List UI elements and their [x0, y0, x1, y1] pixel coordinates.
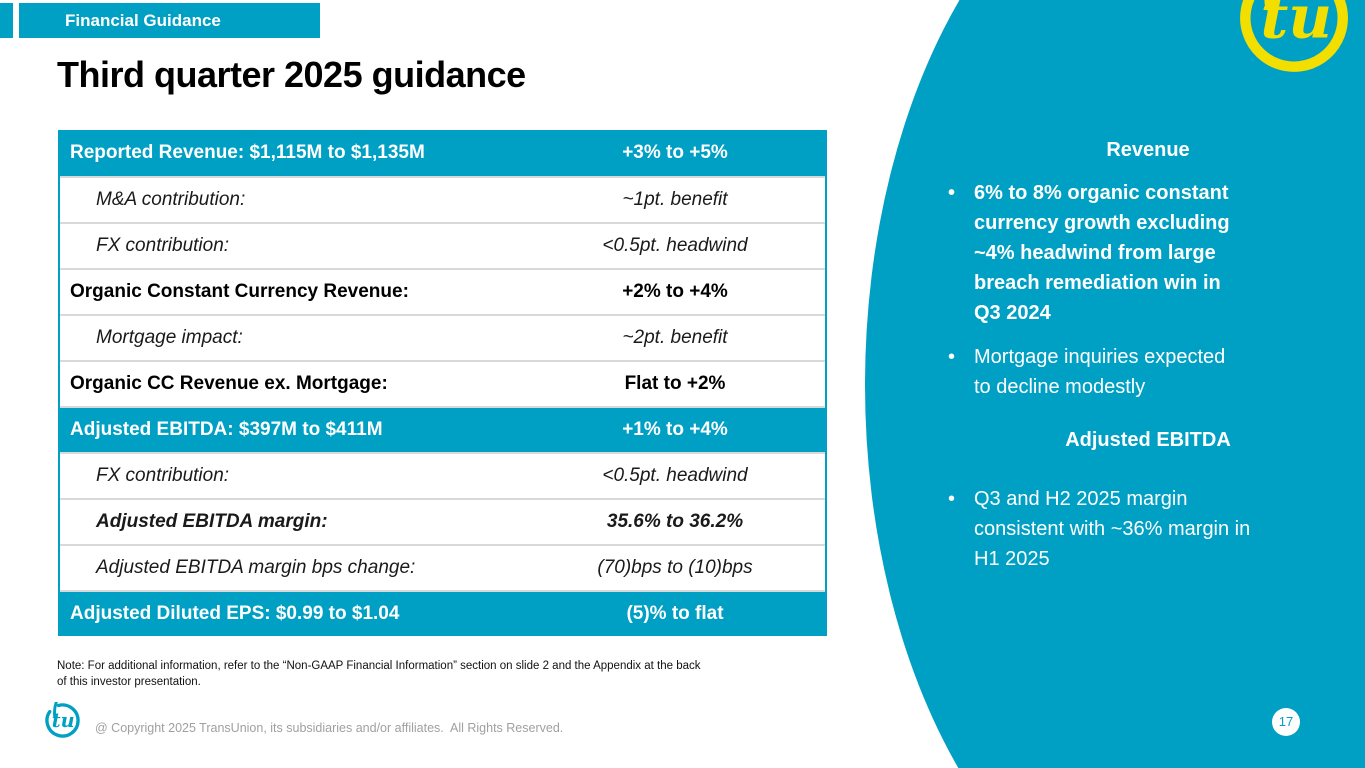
bullet-text: 6% to 8% organic constant currency growt… — [974, 182, 1230, 324]
row-label: Organic CC Revenue ex. Mortgage: — [70, 373, 388, 394]
row-label: Adjusted EBITDA: $397M to $411M — [70, 419, 383, 440]
row-value: +3% to +5% — [622, 142, 728, 163]
bullet-item: • Q3 and H2 2025 margin consistent with … — [948, 484, 1348, 574]
row-label: FX contribution: — [96, 465, 230, 486]
row-label: Adjusted EBITDA margin: — [96, 511, 328, 532]
table-row: FX contribution: <0.5pt. headwind — [60, 452, 825, 498]
row-label: Reported Revenue: $1,115M to $1,135M — [70, 142, 425, 163]
bullet-item: • Mortgage inquiries expected to decline… — [948, 342, 1348, 402]
table-row: Reported Revenue: $1,115M to $1,135M +3%… — [60, 130, 825, 176]
row-value: (70)bps to (10)bps — [597, 557, 753, 578]
row-value: <0.5pt. headwind — [602, 235, 748, 256]
accent-bar — [0, 3, 13, 38]
table-row: M&A contribution: ~1pt. benefit — [60, 176, 825, 222]
row-label: Adjusted Diluted EPS: $0.99 to $1.04 — [70, 603, 400, 624]
bullet-text: Mortgage inquiries expected to decline m… — [974, 346, 1226, 398]
table-row: Mortgage impact: ~2pt. benefit — [60, 314, 825, 360]
teal-ellipse-background — [865, 0, 1365, 768]
page-number-badge: 17 — [1272, 708, 1300, 736]
row-label: Organic Constant Currency Revenue: — [70, 281, 409, 302]
transunion-logo-icon: tu — [1236, 0, 1352, 76]
guidance-table: Reported Revenue: $1,115M to $1,135M +3%… — [58, 130, 827, 636]
row-value: <0.5pt. headwind — [602, 465, 748, 486]
bullet-marker: • — [948, 182, 956, 204]
row-label: Mortgage impact: — [96, 327, 243, 348]
table-row: Organic CC Revenue ex. Mortgage: Flat to… — [60, 360, 825, 406]
svg-text:tu: tu — [1260, 0, 1332, 53]
footnote-line: of this investor presentation. — [57, 676, 201, 688]
table-row: Adjusted EBITDA margin bps change: (70)b… — [60, 544, 825, 590]
row-value: 35.6% to 36.2% — [606, 511, 744, 532]
row-label: M&A contribution: — [96, 189, 246, 210]
row-value: ~1pt. benefit — [622, 189, 728, 210]
table-row: Organic Constant Currency Revenue: +2% t… — [60, 268, 825, 314]
page-title: Third quarter 2025 guidance — [57, 54, 526, 95]
row-value: Flat to +2% — [624, 373, 726, 394]
bullet-marker: • — [948, 488, 956, 510]
row-label: Adjusted EBITDA margin bps change: — [96, 557, 416, 578]
svg-text:tu: tu — [52, 709, 75, 732]
commentary-panel: Revenue • 6% to 8% organic constant curr… — [948, 136, 1348, 574]
table-row: FX contribution: <0.5pt. headwind — [60, 222, 825, 268]
bullet-marker: • — [948, 346, 956, 368]
row-value: +2% to +4% — [622, 281, 728, 302]
bullet-text: Q3 and H2 2025 margin consistent with ~3… — [974, 488, 1251, 570]
row-value: (5)% to flat — [626, 603, 724, 624]
table-row: Adjusted EBITDA margin: 35.6% to 36.2% — [60, 498, 825, 544]
copyright-text: @ Copyright 2025 TransUnion, its subsidi… — [95, 721, 564, 735]
row-value: +1% to +4% — [622, 419, 728, 440]
bullet-item: • 6% to 8% organic constant currency gro… — [948, 178, 1348, 328]
table-row: Adjusted Diluted EPS: $0.99 to $1.04 (5)… — [60, 590, 825, 636]
transunion-footer-logo-icon: tu — [44, 699, 81, 739]
footnote-line: Note: For additional information, refer … — [57, 660, 701, 672]
panel-heading-revenue: Revenue — [1106, 139, 1190, 161]
row-label: FX contribution: — [96, 235, 230, 256]
row-value: ~2pt. benefit — [622, 327, 728, 348]
table-row: Adjusted EBITDA: $397M to $411M +1% to +… — [60, 406, 825, 452]
section-badge: Financial Guidance — [19, 3, 320, 38]
footnote: Note: For additional information, refer … — [57, 658, 817, 690]
panel-heading-ebitda: Adjusted EBITDA — [1065, 429, 1231, 451]
